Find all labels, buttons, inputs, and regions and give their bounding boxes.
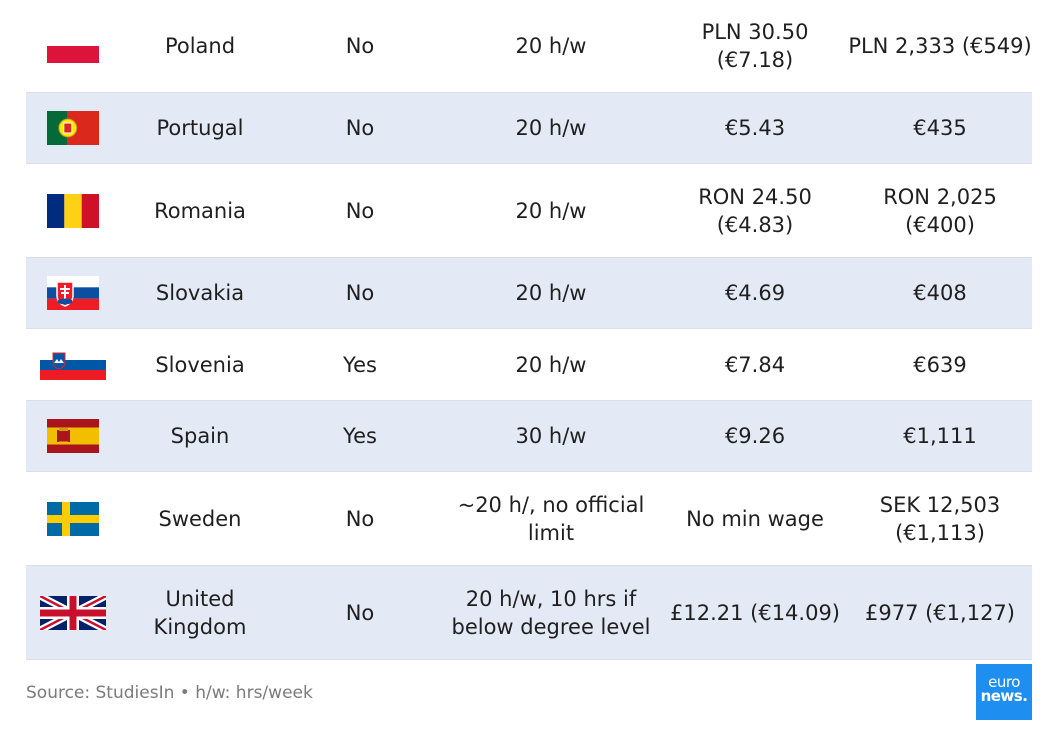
hours-cell: 30 h/w xyxy=(515,424,587,448)
logo-line-1: euro xyxy=(988,673,1020,691)
flag-cell xyxy=(26,193,120,228)
table-row: Slovakia No 20 h/w €4.69 €408 xyxy=(26,258,1032,329)
country-cell: Romania xyxy=(154,198,246,223)
country-cell: Spain xyxy=(170,424,230,448)
hourly-wage-cell: €7.84 xyxy=(724,352,786,377)
hourly-wage-cell: £12.21 (€14.09) xyxy=(669,600,841,625)
country-cell: Slovenia xyxy=(155,352,245,377)
slovenia-flag-icon xyxy=(40,349,106,380)
poland-flag-icon xyxy=(47,29,99,63)
monthly-wage-cell: SEK 12,503 (€1,113) xyxy=(879,492,1001,545)
hourly-wage-cell: PLN 30.50 (€7.18) xyxy=(701,20,809,72)
flag-cell xyxy=(26,595,120,630)
table-row: Poland No 20 h/w PLN 30.50 (€7.18) PLN 2,333… xyxy=(26,0,1032,93)
table-row: Romania No 20 h/w RON 24.50 (€4.83) RON 2,02… xyxy=(26,164,1032,258)
source-note: Source: StudiesIn • h/w: hrs/week xyxy=(26,683,313,703)
hourly-wage-cell: €5.43 xyxy=(724,116,786,140)
table-row: Sweden No ~20 h/, no official limit No min … xyxy=(26,472,1032,566)
monthly-wage-cell: £977 (€1,127) xyxy=(865,600,1015,625)
hours-cell: 20 h/w xyxy=(515,281,587,305)
hours-cell: 20 h/w xyxy=(515,198,587,223)
monthly-wage-cell: RON 2,025 (€400) xyxy=(883,184,997,237)
hourly-wage-cell: No min wage xyxy=(686,506,824,531)
hours-cell: 20 h/w xyxy=(515,116,587,140)
country-cell: Portugal xyxy=(156,116,244,140)
portugal-flag-icon xyxy=(47,111,99,145)
post-study-cell: Yes xyxy=(343,424,377,448)
flag-cell xyxy=(26,276,120,310)
monthly-wage-cell: €408 xyxy=(913,281,967,305)
flag-cell xyxy=(26,419,120,453)
euronews-logo: euro news. xyxy=(976,664,1032,720)
flag-cell xyxy=(26,29,120,63)
post-study-cell: No xyxy=(345,506,375,531)
hourly-wage-cell: €9.26 xyxy=(724,424,786,448)
hours-cell: 20 h/w, 10 hrs if below degree level xyxy=(451,586,651,639)
flag-cell xyxy=(26,111,120,145)
table-row: Portugal No 20 h/w €5.43 €435 xyxy=(26,93,1032,164)
post-study-cell: No xyxy=(345,116,375,140)
slovakia-flag-icon xyxy=(47,276,99,310)
country-cell: Sweden xyxy=(158,506,242,531)
flag-cell xyxy=(26,349,120,380)
hours-cell: ~20 h/, no official limit xyxy=(457,492,645,545)
hourly-wage-cell: €4.69 xyxy=(724,281,786,305)
post-study-cell: No xyxy=(345,281,375,305)
hours-cell: 20 h/w xyxy=(515,34,587,58)
monthly-wage-cell: €435 xyxy=(913,116,967,140)
hourly-wage-cell: RON 24.50 (€4.83) xyxy=(698,184,812,237)
monthly-wage-cell: PLN 2,333 (€549) xyxy=(848,34,1032,58)
monthly-wage-cell: €639 xyxy=(913,352,967,377)
data-table: Poland No 20 h/w PLN 30.50 (€7.18) PLN 2,333… xyxy=(26,0,1032,660)
flag-cell xyxy=(26,501,120,536)
table-row: Slovenia Yes 20 h/w €7.84 €639 xyxy=(26,329,1032,401)
monthly-wage-cell: €1,111 xyxy=(903,424,977,448)
country-cell: Poland xyxy=(164,34,236,58)
logo-line-2: news. xyxy=(980,687,1028,705)
romania-flag-icon xyxy=(47,193,99,228)
country-cell: United Kingdom xyxy=(153,586,247,639)
post-study-cell: No xyxy=(345,198,375,223)
hours-cell: 20 h/w xyxy=(515,352,587,377)
post-study-cell: No xyxy=(345,34,375,58)
post-study-cell: No xyxy=(345,600,375,625)
post-study-cell: Yes xyxy=(343,352,377,377)
country-cell: Slovakia xyxy=(155,281,245,305)
spain-flag-icon xyxy=(47,419,99,453)
table-row: Spain Yes 30 h/w €9.26 €1,111 xyxy=(26,401,1032,472)
sweden-flag-icon xyxy=(47,501,99,536)
uk-flag-icon xyxy=(40,595,106,630)
table-row: United Kingdom No 20 h/w, 10 hrs if below … xyxy=(26,566,1032,660)
